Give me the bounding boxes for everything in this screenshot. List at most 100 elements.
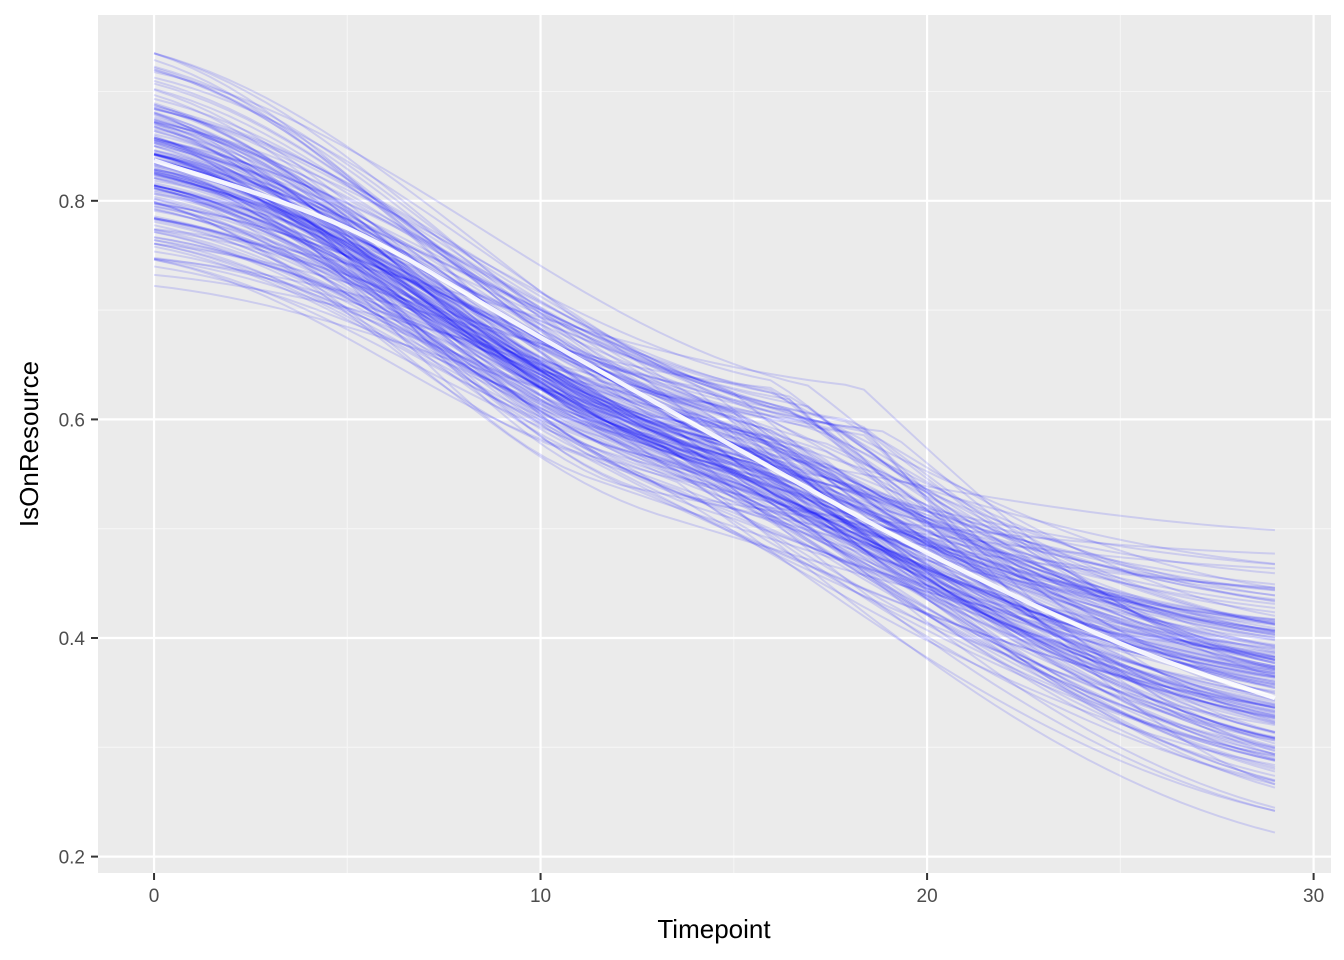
series-line: [153, 217, 1276, 714]
series-line: [153, 142, 1276, 623]
series-line: [153, 228, 1276, 709]
series-line: [153, 235, 1276, 661]
series-line: [153, 183, 1276, 698]
series-line: [153, 140, 1276, 717]
series-line: [153, 122, 1276, 707]
series-line: [153, 121, 1276, 597]
series-line: [153, 88, 1275, 555]
series-line: [153, 242, 1276, 740]
series-line: [153, 52, 1276, 653]
series-line: [153, 258, 1276, 783]
y-tick-label: 0.8: [59, 192, 85, 213]
series-line: [153, 112, 1276, 570]
series-line: [153, 120, 1276, 626]
series-line: [153, 258, 1276, 767]
series-line: [153, 136, 1276, 762]
series-line: [153, 127, 1276, 660]
series-line: [153, 118, 1276, 686]
series-line: [153, 103, 1276, 739]
series-line: [153, 228, 1276, 678]
series-line: [153, 193, 1276, 706]
series-line: [153, 160, 1276, 723]
series-line: [153, 257, 1276, 661]
series-line: [153, 71, 1276, 665]
series-line: [153, 133, 1276, 639]
series-line: [153, 107, 1276, 602]
series-line: [153, 107, 1276, 626]
series-line: [153, 76, 1276, 603]
series-line: [153, 158, 1276, 642]
series-line: [153, 159, 1276, 632]
x-tick-label: 20: [917, 886, 938, 907]
series-line: [153, 138, 1276, 662]
series-line: [153, 52, 1276, 586]
x-tick-label: 0: [149, 886, 160, 907]
series-line: [153, 153, 1276, 717]
series-line: [153, 184, 1276, 639]
series-line: [153, 158, 1276, 753]
axis-ticks: [91, 199, 1315, 880]
series-line: [153, 87, 1276, 750]
series-line: [153, 139, 1276, 617]
tick-labels: 0 10 20 30 0.2 0.4 0.6 0.8: [59, 192, 1325, 907]
series-line: [153, 228, 1276, 695]
series-line: [153, 171, 1276, 664]
series-line: [153, 172, 1276, 647]
series-line: [153, 208, 1276, 709]
series-line: [153, 184, 1276, 721]
series-line: [153, 224, 1276, 786]
series-line: [153, 119, 1276, 592]
series-line: [153, 162, 1276, 623]
series-line: [153, 68, 1276, 622]
series-line: [153, 138, 1276, 740]
series-line: [153, 215, 1276, 676]
series-line: [153, 181, 1276, 749]
series-line: [153, 153, 1276, 659]
series-line: [153, 157, 1276, 673]
series-line: [153, 145, 1276, 758]
series-line: [153, 172, 1276, 693]
series-line: [153, 103, 1276, 669]
series-line: [153, 257, 1276, 745]
series-line: [153, 192, 1276, 709]
series-line: [153, 202, 1276, 702]
x-tick-label: 30: [1303, 886, 1324, 907]
series-line: [153, 207, 1276, 742]
y-tick-label: 0.2: [59, 848, 85, 869]
series-line: [153, 69, 1276, 761]
series-line: [153, 236, 1276, 742]
series-line: [153, 242, 1276, 671]
series-line: [153, 185, 1276, 597]
y-tick-label: 0.6: [59, 410, 85, 431]
series-line: [153, 97, 1276, 670]
series-line: [153, 184, 1276, 659]
series-line: [153, 170, 1276, 740]
series-line: [153, 202, 1276, 658]
series-line: [153, 153, 1276, 658]
series-line: [153, 164, 1276, 669]
series-line: [153, 121, 1276, 705]
series-line: [153, 66, 1276, 630]
mean-line-group: [153, 158, 1276, 701]
series-line: [153, 149, 1276, 633]
series-line: [153, 239, 1276, 637]
series-line: [153, 137, 1276, 708]
series-line: [153, 140, 1276, 651]
series-line: [153, 250, 1276, 809]
series-line: [153, 179, 1276, 734]
series-line: [153, 205, 1276, 739]
series-line: [153, 201, 1276, 726]
series-line: [153, 79, 1276, 659]
series-line: [153, 187, 1276, 631]
series-line: [153, 152, 1276, 689]
series-line: [153, 218, 1276, 668]
series-line: [153, 218, 1276, 688]
series-line: [153, 187, 1276, 679]
series-line: [153, 217, 1276, 771]
series-line: [153, 265, 1276, 685]
series-line: [153, 112, 1276, 575]
series-line: [153, 220, 1276, 812]
series-line: [153, 52, 1276, 565]
series-line: [153, 59, 1276, 566]
series-line: [153, 165, 1276, 650]
